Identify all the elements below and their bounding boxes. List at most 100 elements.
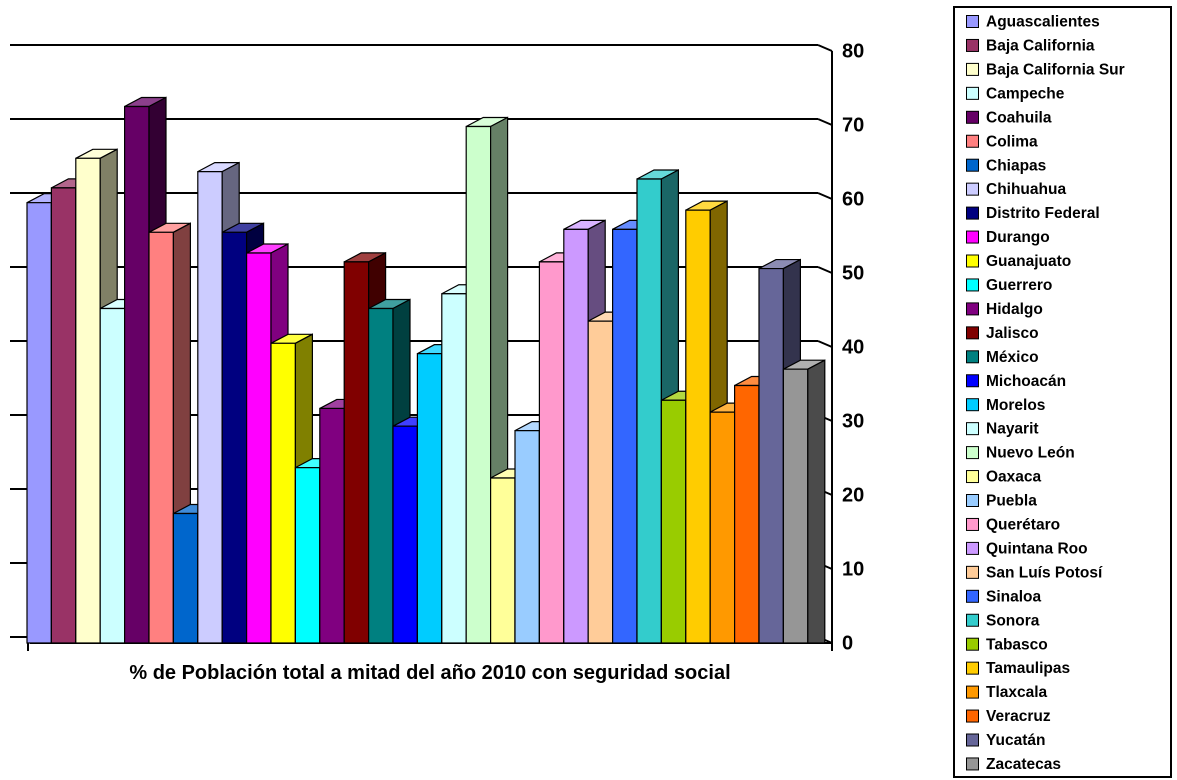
legend-swatch <box>966 86 979 100</box>
legend-swatch <box>966 517 979 531</box>
bar-front <box>148 231 174 644</box>
legend-label: Quintana Roo <box>986 540 1088 557</box>
bar-front <box>587 320 614 644</box>
legend-swatch <box>966 230 979 244</box>
legend-label: Yucatán <box>986 732 1045 749</box>
legend-label: Tabasco <box>986 636 1048 653</box>
legend-label: San Luís Potosí <box>986 564 1103 581</box>
bar-front <box>490 477 516 644</box>
legend-swatch <box>966 350 979 364</box>
legend-swatch <box>966 158 979 172</box>
legend-label: Jalisco <box>986 325 1039 342</box>
legend-label: Hidalgo <box>986 301 1043 318</box>
bar-front <box>75 157 101 644</box>
tick-mark <box>817 192 833 200</box>
legend-label: Michoacán <box>986 373 1066 390</box>
legend-swatch <box>966 422 979 436</box>
legend-swatch <box>966 565 979 579</box>
bar-front <box>685 209 711 644</box>
legend-label: Chiapas <box>986 157 1046 174</box>
bar-front <box>465 125 492 644</box>
legend-swatch <box>966 110 979 124</box>
legend-label: Morelos <box>986 397 1045 414</box>
bar-front <box>26 202 53 644</box>
legend-label: Oaxaca <box>986 469 1042 486</box>
legend-label: México <box>986 349 1039 366</box>
bar-front <box>733 384 760 644</box>
legend-label: Baja California <box>986 38 1095 55</box>
y-tick-label: 0 <box>842 632 853 654</box>
bar-front <box>221 231 248 644</box>
bar-front <box>392 425 418 644</box>
bar-front <box>441 293 467 644</box>
legend-swatch <box>966 709 979 723</box>
bar-front <box>368 307 394 644</box>
legend-label: Colima <box>986 133 1038 150</box>
y-tick-label: 80 <box>842 40 864 62</box>
y-tick-label: 30 <box>842 410 864 432</box>
legend-swatch <box>966 302 979 316</box>
legend-swatch <box>966 134 979 148</box>
legend-swatch <box>966 15 979 28</box>
legend-swatch <box>966 38 979 52</box>
bar-front <box>343 261 370 644</box>
legend-swatch <box>966 541 979 555</box>
legend-swatch <box>966 398 979 412</box>
legend-swatch <box>966 206 979 220</box>
legend-label: Tamaulipas <box>986 660 1070 677</box>
bars <box>26 96 826 644</box>
legend-swatch <box>966 62 979 76</box>
legend-label: Nuevo León <box>986 445 1075 462</box>
y-tick-label: 20 <box>842 484 864 506</box>
bar-front <box>538 261 565 644</box>
bar-front <box>99 307 126 644</box>
bar-front <box>294 467 321 644</box>
bar-front <box>50 187 77 644</box>
legend-label: Sinaloa <box>986 588 1042 605</box>
legend-swatch <box>966 733 979 747</box>
legend: Aguascalientes Baja California Baja Califo… <box>953 6 1172 778</box>
legend-swatch <box>966 254 979 268</box>
legend-label: Querétaro <box>986 517 1060 534</box>
legend-label: Durango <box>986 229 1050 246</box>
legend-label: Guanajuato <box>986 253 1071 270</box>
bar-front <box>514 430 541 644</box>
y-tick-label: 60 <box>842 188 864 210</box>
legend-swatch <box>966 613 979 627</box>
bar-front <box>611 228 638 644</box>
legend-label: Nayarit <box>986 421 1039 438</box>
legend-label: Aguascalientes <box>986 14 1100 31</box>
legend-swatch <box>966 494 979 507</box>
bar-front <box>197 171 223 644</box>
tick-mark <box>817 118 833 126</box>
legend-swatch <box>966 757 979 771</box>
bar-side <box>807 359 826 644</box>
legend-swatch <box>966 278 979 292</box>
legend-label: Tlaxcala <box>986 684 1048 701</box>
bar-front <box>416 353 443 644</box>
y-tick-label: 50 <box>842 262 864 284</box>
legend-label: Coahuila <box>986 109 1052 126</box>
legend-label: Veracruz <box>986 708 1051 725</box>
bar-front <box>563 228 589 644</box>
bar-front <box>660 399 687 644</box>
bar <box>782 359 826 644</box>
tick-mark <box>817 340 833 348</box>
bar-front <box>123 105 150 644</box>
legend-label: Puebla <box>986 493 1037 510</box>
bar-front <box>172 512 199 644</box>
tick-mark <box>817 44 833 52</box>
y-tick-label: 70 <box>842 114 864 136</box>
tick-mark <box>817 266 833 274</box>
bar-front <box>709 411 736 644</box>
legend-label: Sonora <box>986 612 1040 629</box>
legend-box <box>953 6 1172 778</box>
bar-front <box>636 178 663 644</box>
legend-swatch <box>966 326 979 340</box>
legend-swatch <box>966 446 979 460</box>
legend-label: Baja California Sur <box>986 61 1125 78</box>
legend-label: Chihuahua <box>986 181 1066 198</box>
legend-label: Campeche <box>986 85 1065 102</box>
legend-swatch <box>966 637 979 651</box>
